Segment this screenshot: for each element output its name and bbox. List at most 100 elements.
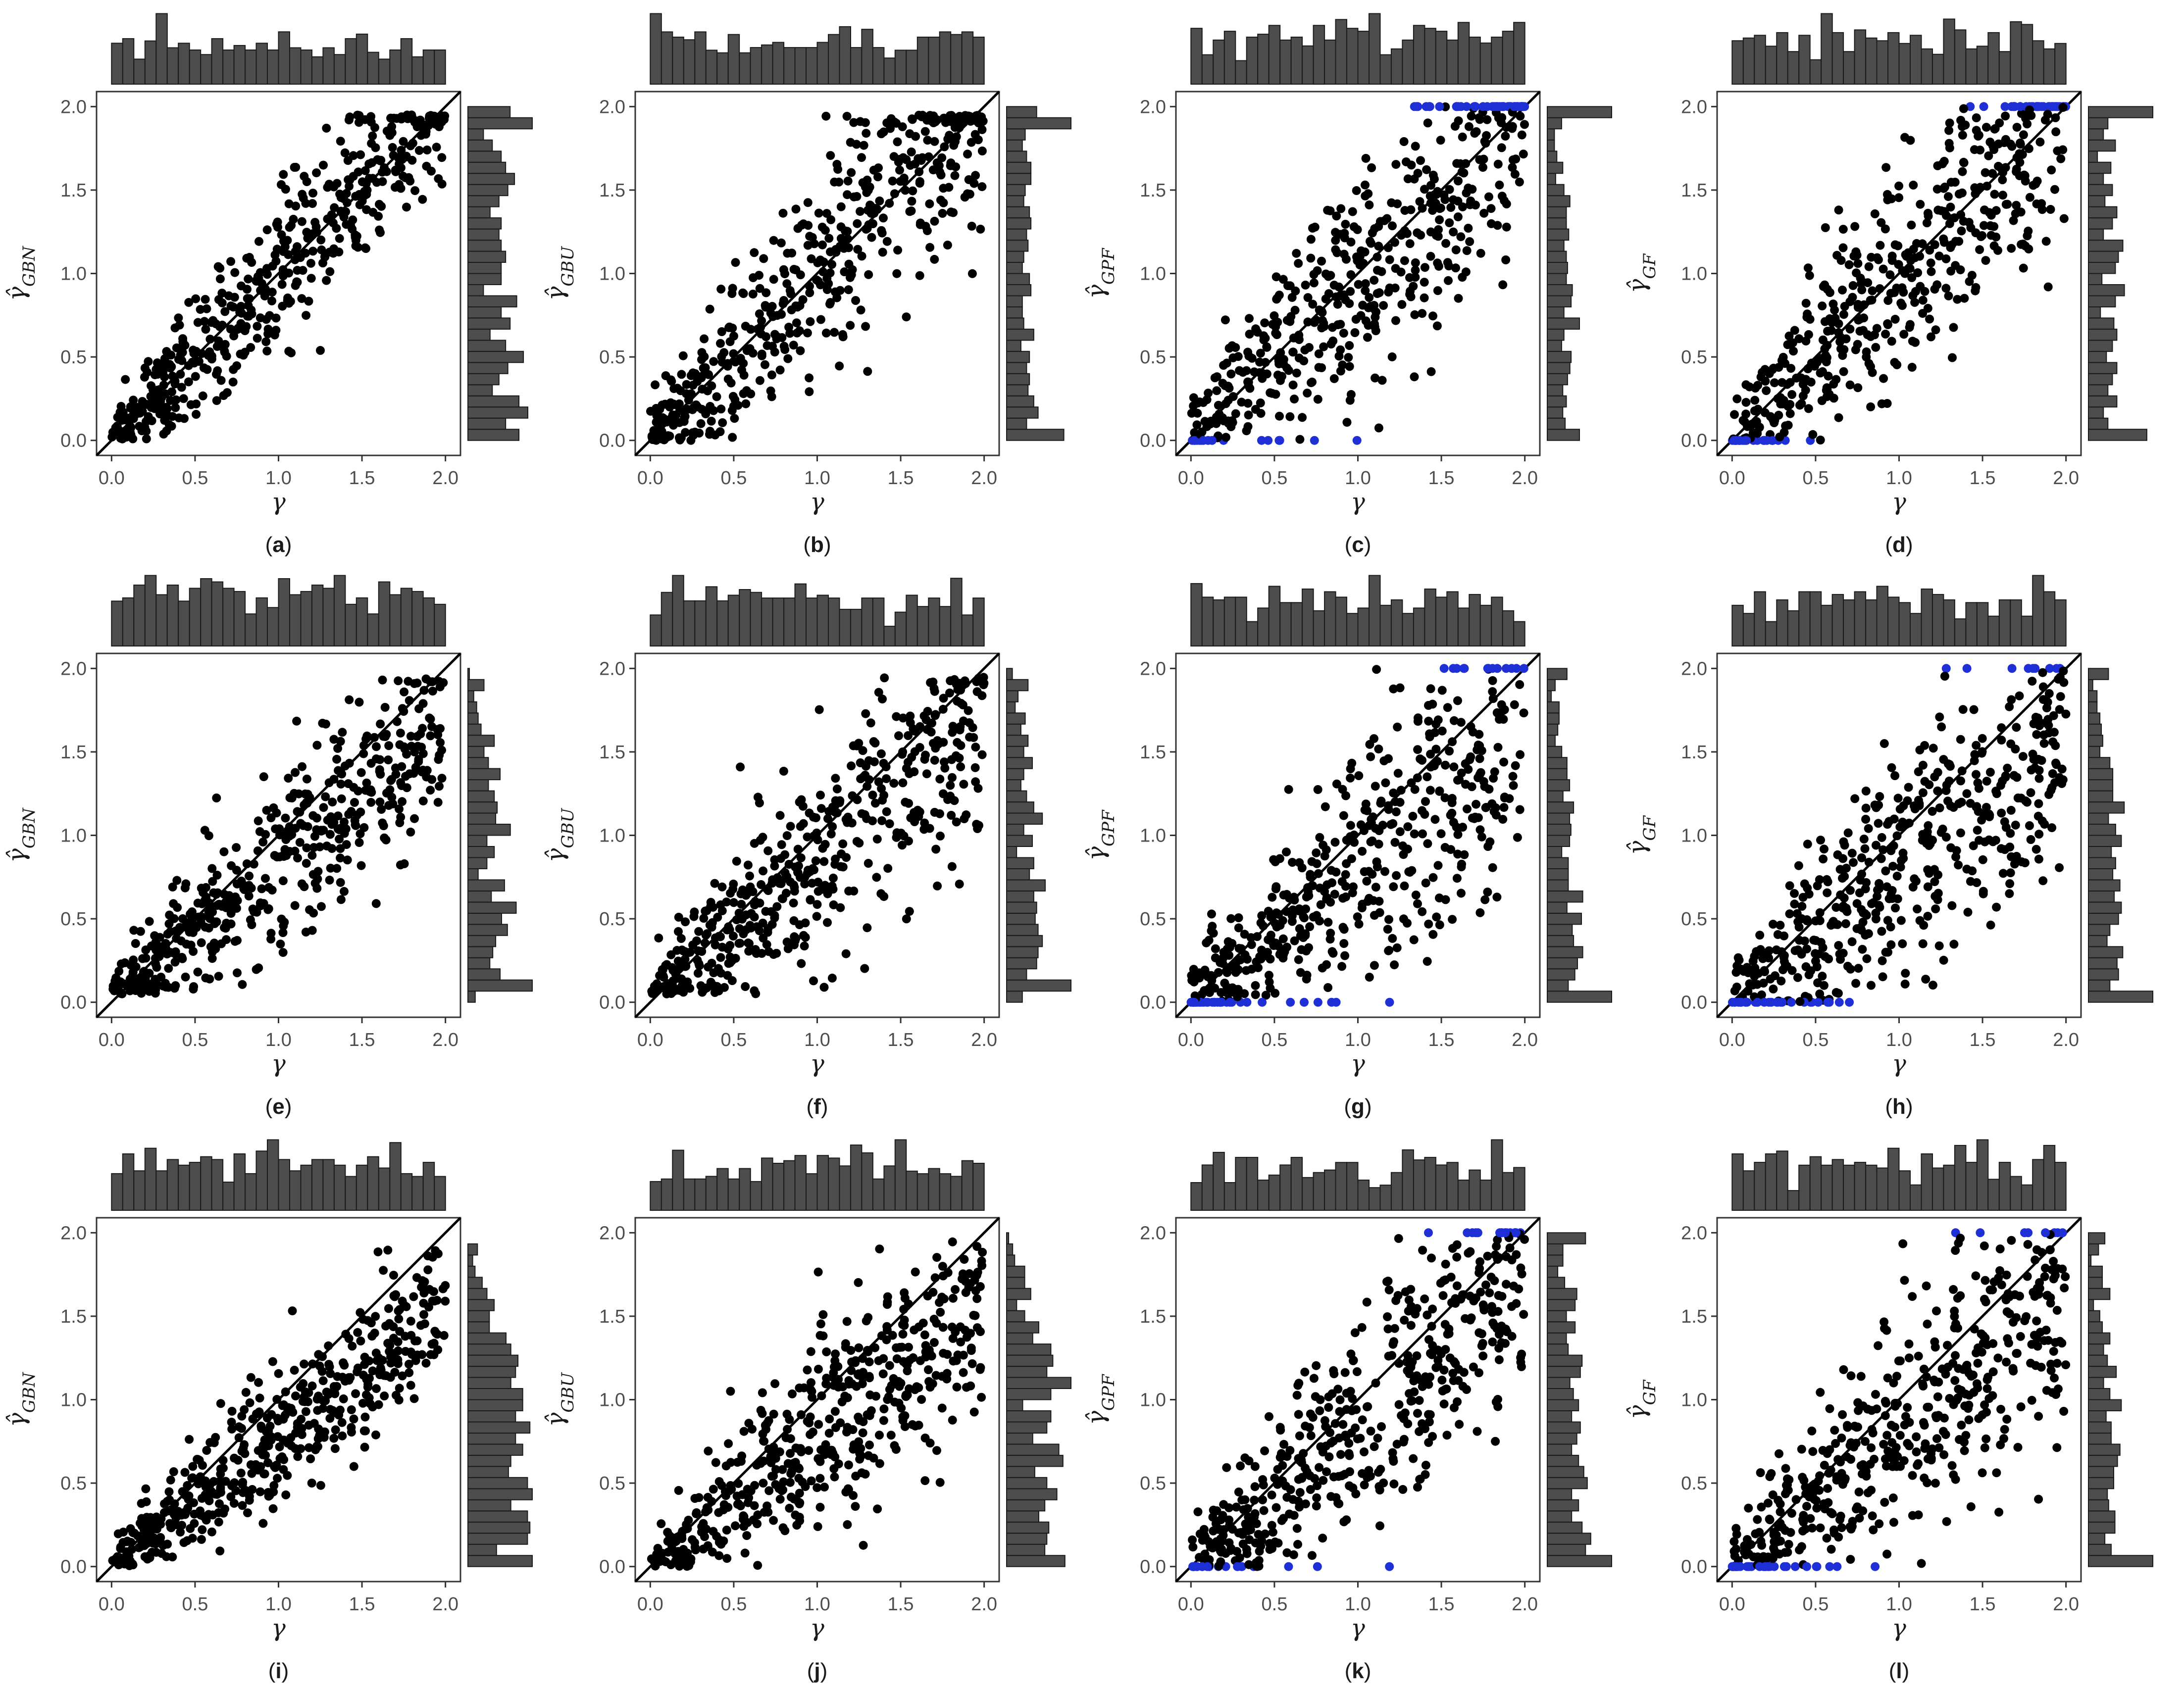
data-point bbox=[1385, 255, 1394, 264]
data-point bbox=[821, 328, 831, 338]
data-point bbox=[1846, 886, 1855, 895]
x-tick-label: 0.0 bbox=[1178, 1030, 1204, 1050]
x-hist-bar bbox=[1413, 25, 1425, 85]
data-point bbox=[1395, 827, 1405, 837]
data-point bbox=[191, 294, 201, 303]
y-axis-title: γ̂GPF bbox=[1082, 248, 1118, 299]
data-point bbox=[1218, 379, 1227, 388]
data-point bbox=[879, 213, 888, 223]
data-point bbox=[759, 254, 768, 263]
y-hist-bar bbox=[467, 946, 494, 958]
panel-label: (c) bbox=[1345, 533, 1371, 557]
data-point bbox=[332, 754, 342, 764]
boundary-point bbox=[2016, 102, 2025, 111]
y-hist-bar bbox=[1547, 768, 1568, 781]
y-hist-bar bbox=[2088, 417, 2109, 430]
data-point bbox=[1981, 256, 1990, 265]
data-point bbox=[762, 940, 771, 949]
data-point bbox=[255, 898, 265, 907]
y-hist-bar bbox=[1006, 139, 1023, 152]
data-point bbox=[1266, 931, 1275, 940]
x-hist-bar bbox=[1290, 37, 1303, 85]
y-hist-bar bbox=[1006, 812, 1043, 825]
data-point bbox=[785, 286, 795, 295]
data-point bbox=[2007, 695, 2016, 704]
y-hist-bar bbox=[1006, 779, 1021, 792]
data-point bbox=[2038, 668, 2047, 677]
data-point bbox=[688, 941, 698, 950]
data-point bbox=[1367, 163, 1376, 172]
data-point bbox=[666, 950, 676, 959]
data-point bbox=[333, 824, 343, 834]
data-point bbox=[398, 704, 407, 713]
data-point bbox=[1838, 285, 1847, 295]
x-hist-bar bbox=[1854, 29, 1867, 85]
data-point bbox=[253, 846, 262, 855]
data-point bbox=[1843, 828, 1853, 838]
data-point bbox=[1200, 965, 1210, 975]
data-point bbox=[319, 803, 328, 812]
data-point bbox=[1413, 899, 1422, 908]
y-axis-title: γ̂GPF bbox=[1082, 809, 1118, 861]
data-point bbox=[1379, 756, 1389, 765]
y-hist-bar bbox=[1547, 262, 1568, 274]
y-tick-label: 1.0 bbox=[1681, 826, 1707, 846]
y-hist-bar bbox=[1006, 284, 1032, 297]
x-hist-bar bbox=[1335, 596, 1347, 647]
data-point bbox=[819, 857, 829, 866]
data-point bbox=[1927, 267, 1936, 276]
y-hist-bar bbox=[2088, 801, 2125, 814]
data-point bbox=[302, 311, 311, 320]
data-point bbox=[1327, 947, 1337, 956]
data-point bbox=[1426, 251, 1435, 261]
data-point bbox=[931, 710, 940, 719]
data-point bbox=[1383, 925, 1392, 934]
data-point bbox=[862, 225, 871, 234]
data-point bbox=[1785, 909, 1794, 919]
data-point bbox=[1233, 352, 1243, 361]
data-point bbox=[1221, 433, 1230, 442]
data-point bbox=[805, 282, 814, 291]
data-point bbox=[164, 919, 174, 929]
data-point bbox=[1213, 372, 1221, 382]
data-point bbox=[208, 877, 217, 886]
data-point bbox=[348, 215, 357, 225]
data-point bbox=[1495, 180, 1504, 190]
top-histogram bbox=[1190, 13, 1525, 85]
x-hist-bar bbox=[1190, 583, 1203, 647]
x-hist-bar bbox=[1201, 54, 1214, 85]
data-point bbox=[226, 257, 236, 266]
data-point bbox=[1457, 768, 1466, 778]
data-point bbox=[1874, 800, 1883, 810]
data-point bbox=[926, 727, 936, 737]
data-point bbox=[1453, 776, 1462, 785]
data-point bbox=[171, 395, 181, 404]
data-point bbox=[1406, 205, 1416, 214]
data-point bbox=[1790, 899, 1799, 909]
data-point bbox=[860, 964, 869, 973]
data-point bbox=[1923, 303, 1932, 313]
data-point bbox=[1949, 940, 1959, 949]
data-point bbox=[175, 923, 184, 932]
data-point bbox=[1290, 395, 1299, 404]
data-point bbox=[825, 299, 834, 309]
data-point bbox=[2012, 773, 2022, 782]
y-hist-bar bbox=[2088, 912, 2119, 925]
data-point bbox=[426, 1350, 435, 1359]
y-hist-bar bbox=[467, 857, 488, 869]
data-point bbox=[1978, 734, 1987, 743]
data-point bbox=[917, 153, 927, 162]
x-hist-bar bbox=[1201, 596, 1214, 647]
y-hist-bar bbox=[1547, 217, 1567, 230]
data-point bbox=[1845, 380, 1855, 390]
y-hist-bar bbox=[467, 362, 508, 374]
x-hist-bar bbox=[894, 50, 907, 85]
data-point bbox=[819, 983, 829, 992]
data-point bbox=[252, 965, 261, 974]
data-point bbox=[1424, 701, 1433, 710]
data-point bbox=[786, 822, 795, 831]
data-point bbox=[870, 739, 880, 747]
data-point bbox=[1862, 878, 1871, 887]
data-point bbox=[1790, 326, 1799, 335]
y-hist-bar bbox=[2088, 117, 2109, 130]
